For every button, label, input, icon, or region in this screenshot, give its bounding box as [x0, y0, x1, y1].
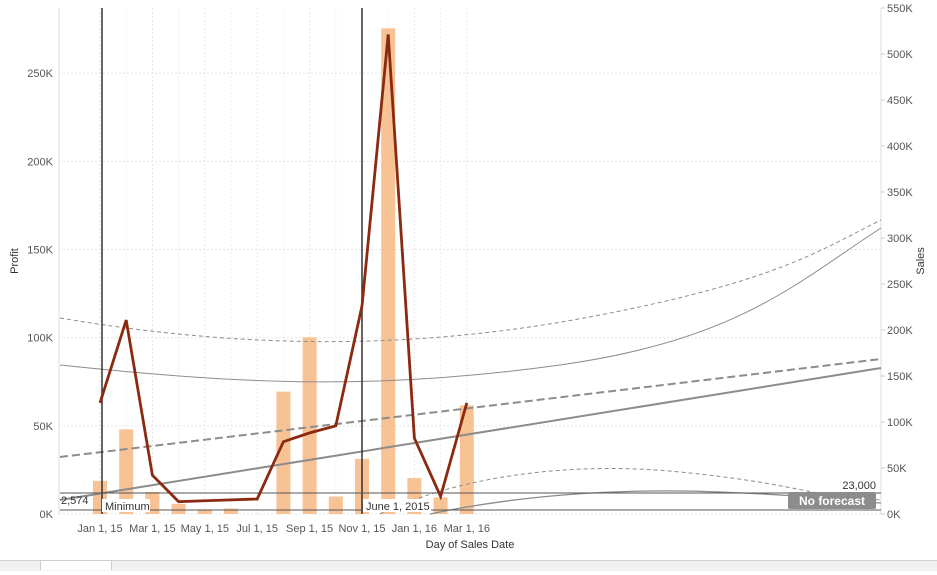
y-right-tick-label: 150K — [887, 371, 913, 383]
y-right-tick-label: 50K — [887, 463, 907, 475]
sales-bar — [381, 28, 396, 515]
sales-bar — [328, 496, 343, 514]
sales-bar — [276, 391, 291, 514]
x-tick-label: Nov 1, 15 — [338, 523, 385, 535]
x-tick-label: May 1, 15 — [181, 523, 229, 535]
june-reference-label: June 1, 2015 — [366, 501, 430, 513]
x-tick-label: Jul 1, 15 — [236, 523, 278, 535]
y-right-tick-label: 250K — [887, 279, 913, 291]
y-left-tick-label: 50K — [33, 421, 53, 433]
no-forecast-badge — [788, 492, 876, 509]
sales-bar — [171, 503, 186, 514]
june-label-bg — [363, 499, 431, 512]
minimum-value-label: 2,574 — [61, 495, 89, 507]
y-right-tick-label: 400K — [887, 141, 913, 153]
sales-bar — [224, 508, 238, 514]
y-right-tick-label: 200K — [887, 325, 913, 337]
y-right-tick-label: 500K — [887, 49, 913, 61]
x-axis-title: Day of Sales Date — [426, 539, 515, 551]
profit-line — [98, 34, 469, 504]
linear-trend-solid — [59, 367, 882, 501]
sheet-tab[interactable] — [40, 561, 112, 570]
y-right-tick-label: 550K — [887, 3, 913, 15]
y-right-tick-label: 350K — [887, 187, 913, 199]
minimum-label-bg — [102, 499, 150, 512]
y-left-tick-label: 200K — [27, 156, 53, 168]
trend-upper-curve-hidden — [59, 219, 882, 343]
sales-bar — [459, 405, 474, 514]
x-tick-label: Sep 1, 15 — [286, 523, 333, 535]
trend-lower-band — [379, 468, 882, 515]
y-right-tick-label: 100K — [887, 417, 913, 429]
linear-trend-dashed — [59, 358, 882, 458]
x-tick-label: Mar 1, 16 — [444, 523, 490, 535]
bottom-tab-bar — [0, 560, 937, 571]
x-tick-label: Jan 1, 16 — [392, 523, 437, 535]
y-left-tick-label: 100K — [27, 333, 53, 345]
x-tick-label: Mar 1, 15 — [129, 523, 175, 535]
y-left-tick-label: 0K — [40, 509, 54, 521]
value-23000-label: 23,000 — [842, 480, 876, 492]
sales-bar — [197, 509, 212, 514]
y-left-axis-title: Profit — [9, 248, 21, 274]
y-left-tick-label: 150K — [27, 245, 53, 257]
y-right-axis-title: Sales — [915, 247, 927, 275]
y-left-tick-label: 250K — [27, 68, 53, 80]
y-right-tick-label: 300K — [887, 233, 913, 245]
y-right-tick-label: 0K — [887, 509, 901, 521]
x-tick-label: Jan 1, 15 — [77, 523, 122, 535]
y-right-tick-label: 450K — [887, 95, 913, 107]
minimum-label: Minimum — [105, 501, 150, 513]
trend-upper-curve — [59, 227, 882, 383]
no-forecast-label: No forecast — [799, 494, 865, 508]
